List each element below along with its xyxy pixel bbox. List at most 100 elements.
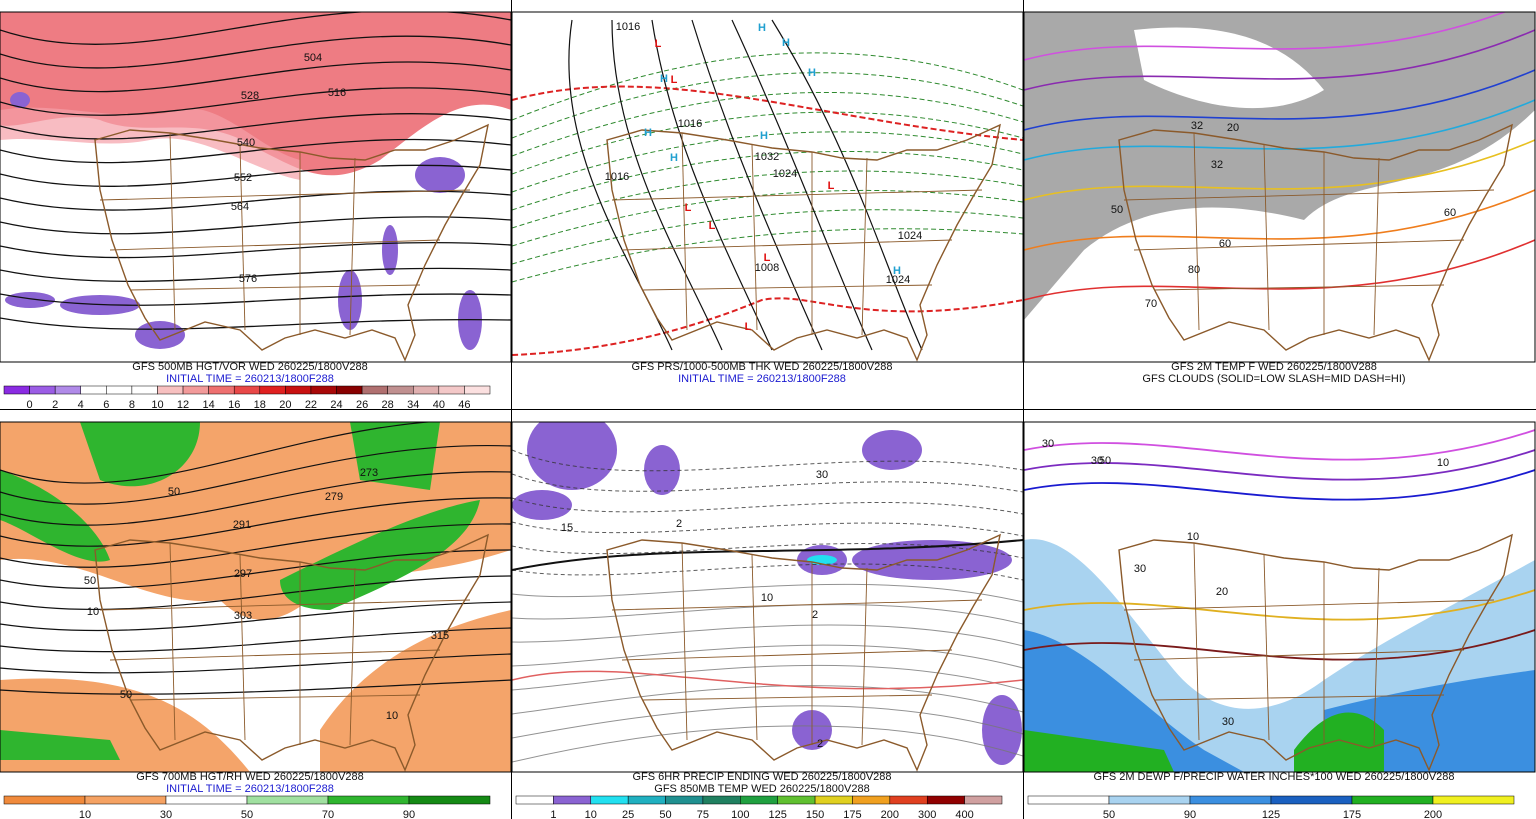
- colorbar-box: [233, 385, 261, 395]
- contour-label: 30: [1222, 716, 1234, 728]
- pressure-contour: [611, 19, 723, 351]
- colorbar-label: 100: [731, 809, 749, 819]
- state-border: [1153, 284, 1445, 291]
- vorticity-purple: [382, 225, 398, 275]
- colorbar-label: 16: [228, 399, 240, 411]
- colorbar-label: 75: [697, 809, 709, 819]
- caption: INITIAL TIME = 260213/1800F288: [166, 373, 334, 385]
- temp-contour: [1024, 29, 1535, 91]
- thickness-540: [512, 85, 1023, 141]
- state-border: [1153, 694, 1445, 701]
- colorbar-box: [1108, 795, 1191, 805]
- height-contour: [0, 549, 511, 589]
- colorbar-label: 46: [458, 399, 470, 411]
- precip-purple: [644, 445, 680, 495]
- caption: GFS 2M DEWP F/PRECIP WATER INCHES*100 WE…: [1094, 771, 1455, 783]
- precip-purple: [527, 422, 617, 490]
- caption: GFS 500MB HGT/VOR WED 260225/1800V288: [132, 361, 367, 373]
- vorticity-purple: [5, 292, 55, 308]
- pressure-center: L: [764, 252, 771, 264]
- state-border: [1373, 157, 1380, 336]
- map-area: 50 273 279 291 297 303 315 10 50 50 10: [0, 422, 511, 772]
- colorbar-label: 8: [129, 399, 135, 411]
- contour-label: 10: [761, 592, 773, 604]
- pressure-center: H: [760, 130, 768, 142]
- colorbar-box: [361, 385, 388, 395]
- temp-contour: [512, 473, 1023, 493]
- map-panel: 50 273 279 291 297 303 315 10 50 50 10 GFS 700MB HG…: [0, 421, 512, 819]
- temp-contour: [512, 583, 1023, 603]
- contour-label: 2: [676, 518, 682, 530]
- colorbar-box: [1351, 795, 1434, 805]
- caption: GFS 6HR PRECIP ENDING WED 260225/1800V28…: [632, 771, 891, 783]
- state-border: [1133, 649, 1465, 661]
- colorbar-box: [54, 385, 81, 395]
- height-contour: [0, 216, 511, 235]
- pressure-center: H: [758, 22, 766, 34]
- colorbar-box: [926, 795, 965, 805]
- colorbar-box: [1189, 795, 1272, 805]
- contour-label: 20: [1216, 586, 1228, 598]
- caption: GFS CLOUDS (SOLID=LOW SLASH=MID DASH=HI): [1142, 373, 1405, 385]
- colorbar-box: [80, 385, 107, 395]
- state-border: [641, 694, 933, 701]
- temp-contour: [512, 644, 1023, 669]
- thickness-contour: [512, 111, 1023, 175]
- contour-label: 2: [817, 738, 823, 750]
- contour-label: 516: [328, 87, 346, 99]
- state-border: [1373, 567, 1380, 746]
- temp-contour: [512, 521, 1023, 537]
- map-background: [512, 12, 1023, 362]
- height-contour: [0, 653, 511, 674]
- state-border: [621, 239, 953, 251]
- thickness-552: [512, 297, 1023, 356]
- colorbar-label: 0: [27, 399, 33, 411]
- pressure-center: L: [828, 180, 835, 192]
- state-border: [1123, 189, 1495, 201]
- pressure-contour: [691, 19, 823, 351]
- contour-label: 528: [241, 90, 259, 102]
- colorbar-box: [285, 385, 312, 395]
- colorbar-box: [131, 385, 158, 395]
- colorbar-box: [627, 795, 666, 805]
- pressure-center: H: [670, 152, 678, 164]
- pressure-contour: [651, 19, 773, 351]
- temp-contour: [512, 449, 1023, 472]
- rh-green: [0, 422, 480, 760]
- state-border: [169, 542, 176, 741]
- thickness-contour: [512, 170, 1023, 229]
- state-border: [109, 649, 441, 661]
- pressure-contour: [771, 19, 923, 351]
- vorticity-purple: [415, 157, 465, 193]
- contour-label: 50: [168, 486, 180, 498]
- country-outline: [1118, 533, 1513, 772]
- state-border: [751, 144, 758, 331]
- height-contour: [0, 444, 511, 505]
- contour-label: 20: [1227, 122, 1239, 134]
- colorbar-label: 6: [103, 399, 109, 411]
- temp-contour: [1024, 239, 1535, 301]
- colorbar-box: [408, 795, 491, 805]
- state-border: [681, 542, 688, 741]
- colorbar-label: 150: [806, 809, 824, 819]
- colorbar-label: 50: [1103, 809, 1115, 819]
- state-border: [681, 132, 688, 331]
- thickness-contour: [512, 72, 1023, 139]
- contour-label: 273: [360, 467, 378, 479]
- colorbar-label: 24: [330, 399, 342, 411]
- contour-label: 50: [84, 575, 96, 587]
- state-border: [99, 189, 471, 201]
- colorbar-label: 22: [305, 399, 317, 411]
- caption: GFS PRS/1000-500MB THK WED 260225/1800V2…: [632, 361, 893, 373]
- contour-label: 30: [1042, 438, 1054, 450]
- pressure-center: H: [782, 37, 790, 49]
- pressure-center: H: [893, 265, 901, 277]
- temp-zero: [512, 539, 1023, 571]
- contour-label: 2: [812, 609, 818, 621]
- state-border: [861, 157, 868, 336]
- map-area: 504 516 528 540 552 564 576: [0, 12, 511, 362]
- colorbar-box: [590, 795, 629, 805]
- state-border: [349, 567, 356, 746]
- pressure-center: L: [671, 74, 678, 86]
- map-area: 32 20 32 60 70 50 80 60: [1024, 12, 1535, 362]
